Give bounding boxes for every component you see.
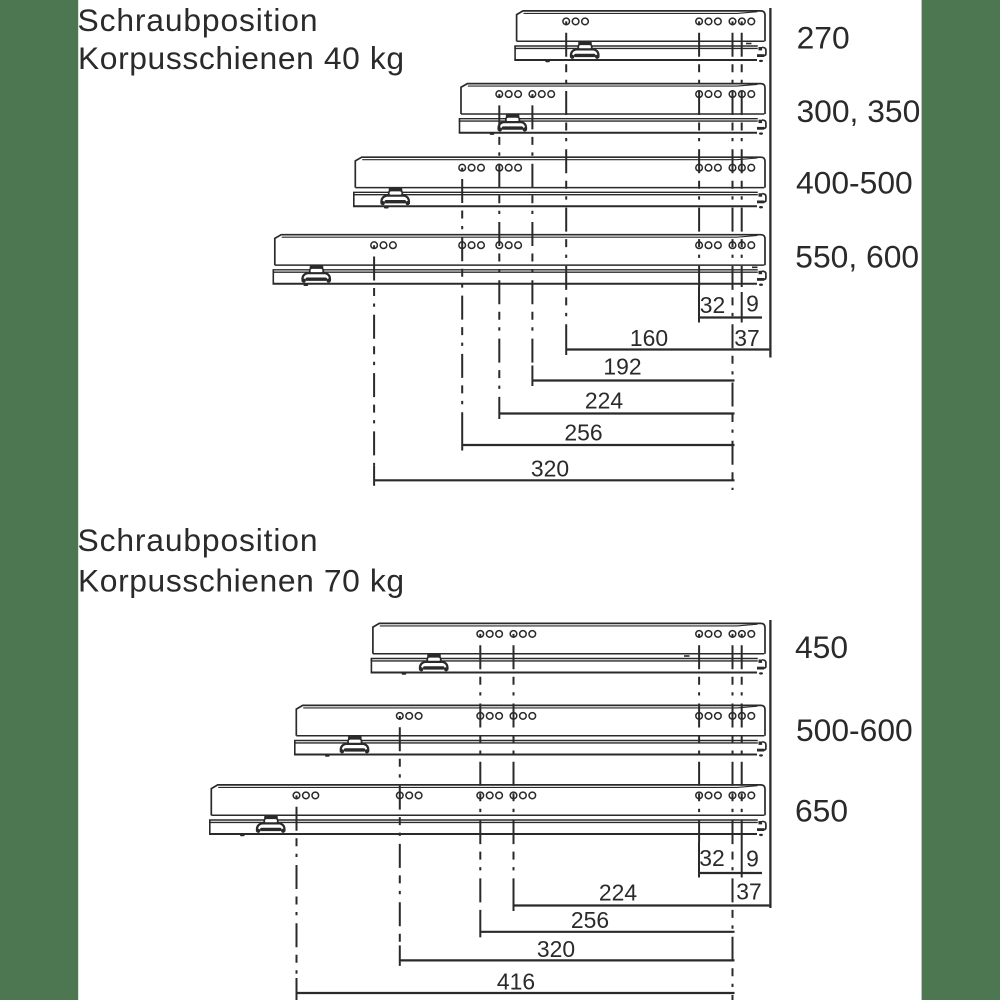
svg-text:224: 224: [599, 880, 637, 906]
svg-text:270: 270: [797, 20, 850, 56]
svg-text:9: 9: [746, 846, 759, 872]
svg-text:300, 350: 300, 350: [797, 93, 921, 129]
svg-text:Korpusschienen 40 kg: Korpusschienen 40 kg: [78, 40, 404, 76]
svg-text:32: 32: [699, 845, 724, 871]
svg-text:450: 450: [795, 629, 848, 665]
svg-text:500-600: 500-600: [796, 712, 913, 748]
svg-text:320: 320: [537, 936, 575, 962]
svg-text:550, 600: 550, 600: [795, 239, 919, 275]
svg-text:416: 416: [497, 969, 535, 995]
svg-text:32: 32: [700, 292, 725, 318]
svg-text:37: 37: [736, 879, 761, 905]
svg-text:224: 224: [585, 388, 623, 414]
svg-text:Korpusschienen 70 kg: Korpusschienen 70 kg: [78, 562, 404, 598]
svg-text:Schraubposition: Schraubposition: [78, 522, 318, 558]
svg-text:256: 256: [564, 420, 602, 446]
svg-text:192: 192: [603, 354, 641, 380]
svg-text:Schraubposition: Schraubposition: [78, 2, 318, 38]
svg-text:400-500: 400-500: [796, 164, 913, 200]
svg-text:650: 650: [795, 793, 848, 829]
svg-text:320: 320: [531, 456, 569, 482]
svg-text:160: 160: [630, 325, 668, 351]
svg-text:37: 37: [734, 325, 759, 351]
svg-text:9: 9: [746, 291, 759, 317]
svg-text:256: 256: [571, 907, 609, 933]
